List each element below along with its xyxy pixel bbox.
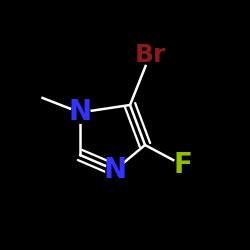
Text: F: F — [173, 151, 192, 179]
Text: N: N — [104, 156, 126, 184]
Text: N: N — [68, 98, 92, 126]
Text: Br: Br — [134, 43, 166, 67]
